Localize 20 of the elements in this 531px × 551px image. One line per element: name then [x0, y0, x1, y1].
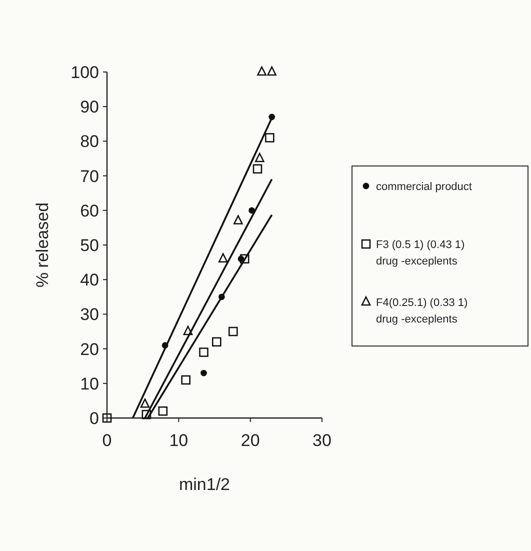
- legend-label: F4(0.25.1) (0.33 1) drug -exceplents: [376, 296, 468, 326]
- legend-label: F3 (0.5 1) (0.43 1) drug -exceplents: [376, 238, 465, 268]
- y-tick-label: 100: [70, 62, 99, 82]
- y-tick-label: 20: [80, 340, 99, 359]
- x-tick-label: 30: [312, 431, 332, 450]
- x-tick-label: 10: [169, 431, 188, 450]
- y-tick-label: 80: [80, 132, 99, 152]
- y-tick-label: 40: [80, 270, 99, 290]
- y-axis-title: % released: [33, 202, 52, 288]
- x-axis-title: min1/2: [178, 475, 230, 494]
- y-tick-label: 0: [90, 408, 99, 428]
- y-tick-label: 50: [80, 236, 99, 255]
- x-tick-label: 0: [102, 431, 112, 450]
- legend-label: commercial product: [376, 180, 472, 193]
- x-tick-label: 20: [240, 431, 260, 450]
- y-tick-label: 10: [80, 374, 99, 394]
- y-tick-label: 70: [80, 166, 99, 186]
- y-tick-label: 30: [80, 305, 99, 324]
- y-tick-label: 60: [80, 201, 99, 220]
- y-tick-label: 90: [80, 98, 99, 117]
